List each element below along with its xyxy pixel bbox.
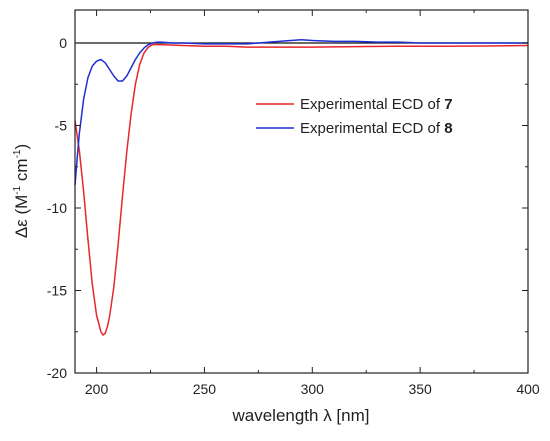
y-tick-label: -15 [47, 283, 67, 299]
x-tick-label: 400 [516, 381, 540, 397]
x-tick-label: 300 [301, 381, 325, 397]
legend-label-7: Experimental ECD of 7 [300, 96, 453, 113]
x-tick-label: 350 [408, 381, 432, 397]
y-tick-label: -20 [47, 365, 67, 381]
legend-label-8: Experimental ECD of 8 [300, 120, 453, 137]
y-tick-label: -10 [47, 200, 67, 216]
plot-frame [74, 9, 529, 374]
x-tick-label: 200 [85, 381, 109, 397]
legend: Experimental ECD of 7 Experimental ECD o… [256, 96, 453, 137]
x-axis-title: wavelength λ [nm] [231, 406, 369, 425]
y-tick-label: -5 [55, 118, 68, 134]
series-line-7 [74, 43, 529, 336]
series-line-8 [74, 38, 528, 185]
x-tick-label: 250 [193, 381, 217, 397]
y-axis-title: Δε (M-1 cm-1) [12, 144, 31, 238]
y-tick-label: 0 [59, 35, 67, 51]
